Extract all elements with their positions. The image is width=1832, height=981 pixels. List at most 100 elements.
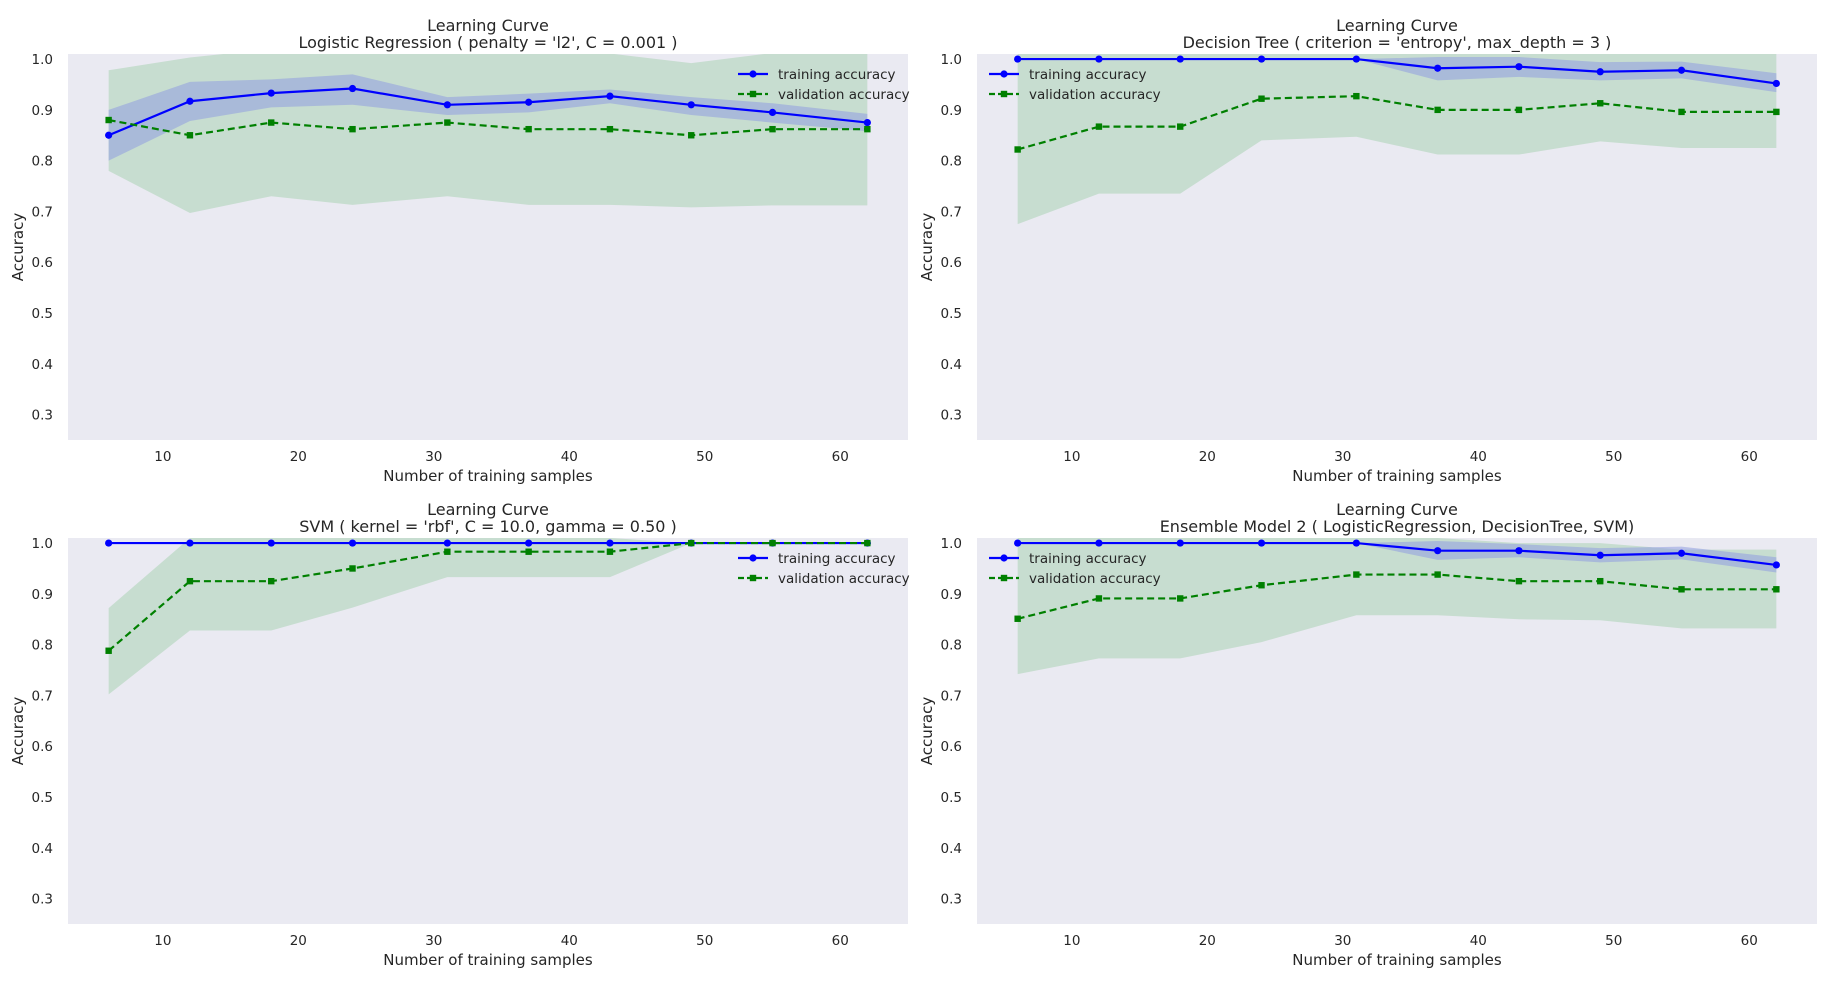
training-accuracy-point: [1352, 539, 1360, 547]
x-axis-label: Number of training samples: [1292, 467, 1502, 485]
y-axis-label: Accuracy: [918, 697, 936, 766]
validation-accuracy-point: [268, 577, 275, 585]
validation-accuracy-point: [769, 125, 776, 133]
validation-accuracy-line: [1017, 95, 1777, 151]
validation-accuracy-point: [1095, 595, 1103, 602]
plot-content: [105, 538, 871, 695]
x-tick-label: 50: [696, 449, 713, 465]
training-accuracy-point: [1772, 561, 1780, 569]
validation-accuracy-point: [444, 119, 451, 126]
legend-validation-label: validation accuracy: [778, 571, 910, 587]
validation-accuracy-point: [268, 119, 275, 126]
y-tick-label: 0.3: [941, 408, 962, 424]
x-tick-label: 20: [290, 933, 307, 949]
validation-accuracy-line: [1017, 573, 1777, 620]
chart-panel-2: 10 20 30 40 50 60 0.3 0.4 0.5 0.6 0.7 0.8 0.9 1.0 Numb…: [918, 16, 1817, 485]
x-tick-label: 30: [1334, 449, 1351, 465]
x-tick-label: 10: [154, 449, 171, 465]
chart-subtitle: Ensemble Model 2 ( LogisticRegression, D…: [1160, 517, 1635, 536]
y-axis-label: Accuracy: [918, 213, 936, 282]
y-tick-label: 0.4: [32, 357, 53, 373]
y-tick-label: 0.6: [32, 739, 53, 755]
training-accuracy-point: [1515, 63, 1523, 71]
x-tick-label: 20: [1199, 449, 1216, 465]
training-accuracy-point: [863, 118, 871, 127]
legend-training-marker: [1000, 70, 1008, 78]
validation-accuracy-point: [1353, 92, 1360, 100]
validation-accuracy-point: [1177, 123, 1184, 130]
training-accuracy-line: [1017, 541, 1777, 567]
y-tick-label: 1.0: [32, 52, 53, 68]
x-axis-label: Number of training samples: [383, 467, 593, 485]
training-accuracy-point: [768, 108, 777, 117]
x-tick-label: 10: [1063, 933, 1080, 949]
x-tick-label: 50: [1605, 933, 1622, 949]
chart-panel-3: 10 20 30 40 50 60 0.3 0.4 0.5 0.6 0.7 0.8 0.9 1.0 Numb…: [9, 500, 910, 969]
validation-accuracy-point: [525, 548, 532, 555]
validation-accuracy-point: [864, 539, 871, 547]
y-axis-label: Accuracy: [9, 213, 27, 282]
validation-accuracy-point: [1597, 577, 1604, 585]
validation-accuracy-point: [1353, 571, 1360, 578]
validation-accuracy-point: [1434, 106, 1441, 114]
validation-accuracy-point: [1515, 106, 1523, 114]
validation-accuracy-point: [864, 125, 871, 133]
training-accuracy-point: [1176, 55, 1184, 63]
training-accuracy-point: [267, 89, 275, 97]
chart-legend: training accuracy validation accuracy: [989, 551, 1161, 587]
training-accuracy-point: [348, 84, 357, 93]
y-tick-label: 0.9: [941, 587, 962, 603]
plot-content: [105, 54, 871, 213]
y-tick-label: 0.8: [941, 154, 962, 170]
legend-validation-marker: [749, 574, 757, 582]
validation-accuracy-point: [1014, 615, 1021, 622]
training-accuracy-point: [606, 539, 614, 547]
training-accuracy-point: [1434, 547, 1442, 555]
training-accuracy-point: [1095, 55, 1103, 63]
y-tick-label: 0.7: [32, 204, 53, 220]
validation-accuracy-point: [688, 132, 695, 139]
validation-accuracy-point: [688, 539, 695, 547]
plot-content: [1014, 538, 1780, 675]
legend-training-marker: [749, 70, 757, 78]
validation-accuracy-point: [105, 116, 112, 124]
chart-subtitle: Decision Tree ( criterion = 'entropy', m…: [1183, 33, 1612, 53]
legend-validation-marker: [749, 90, 757, 98]
validation-accuracy-point: [1177, 595, 1184, 602]
validation-accuracy-point: [606, 125, 614, 133]
validation-accuracy-point: [105, 647, 112, 654]
y-tick-label: 0.9: [32, 103, 53, 119]
validation-accuracy-point: [1434, 571, 1441, 578]
y-tick-label: 0.7: [941, 688, 962, 704]
training-accuracy-point: [186, 539, 194, 547]
validation-accuracy-point: [606, 548, 614, 555]
training-accuracy-point: [1772, 79, 1780, 88]
y-tick-label: 0.7: [941, 204, 962, 220]
validation-accuracy-point: [349, 125, 356, 133]
training-accuracy-point: [1014, 55, 1022, 63]
training-accuracy-point: [1515, 547, 1523, 555]
y-tick-label: 0.3: [32, 408, 53, 424]
y-tick-label: 0.5: [32, 790, 53, 806]
validation-accuracy-point: [1095, 123, 1103, 130]
chart-panel-1: 10 20 30 40 50 60 0.3 0.4 0.5 0.6 0.7 0.8 0.9 1.0 Numb…: [9, 16, 910, 485]
validation-accuracy-point: [186, 577, 194, 585]
legend-training-label: training accuracy: [778, 67, 896, 83]
y-tick-label: 0.4: [941, 357, 962, 373]
validation-accuracy-line: [108, 118, 868, 137]
x-tick-label: 30: [425, 449, 442, 465]
validation-accuracy-point: [186, 132, 194, 139]
training-std-band: [108, 74, 868, 161]
y-tick-label: 0.8: [941, 638, 962, 654]
x-axis-label: Number of training samples: [383, 951, 593, 969]
legend-validation-marker: [1000, 90, 1008, 98]
chart-title: Learning Curve: [1336, 500, 1458, 519]
validation-accuracy-point: [1258, 95, 1265, 102]
legend-training-label: training accuracy: [1029, 551, 1147, 567]
x-tick-label: 20: [290, 449, 307, 465]
training-accuracy-point: [525, 539, 533, 547]
training-accuracy-point: [1677, 66, 1686, 74]
training-accuracy-point: [1176, 539, 1184, 547]
y-tick-label: 0.5: [32, 306, 53, 322]
